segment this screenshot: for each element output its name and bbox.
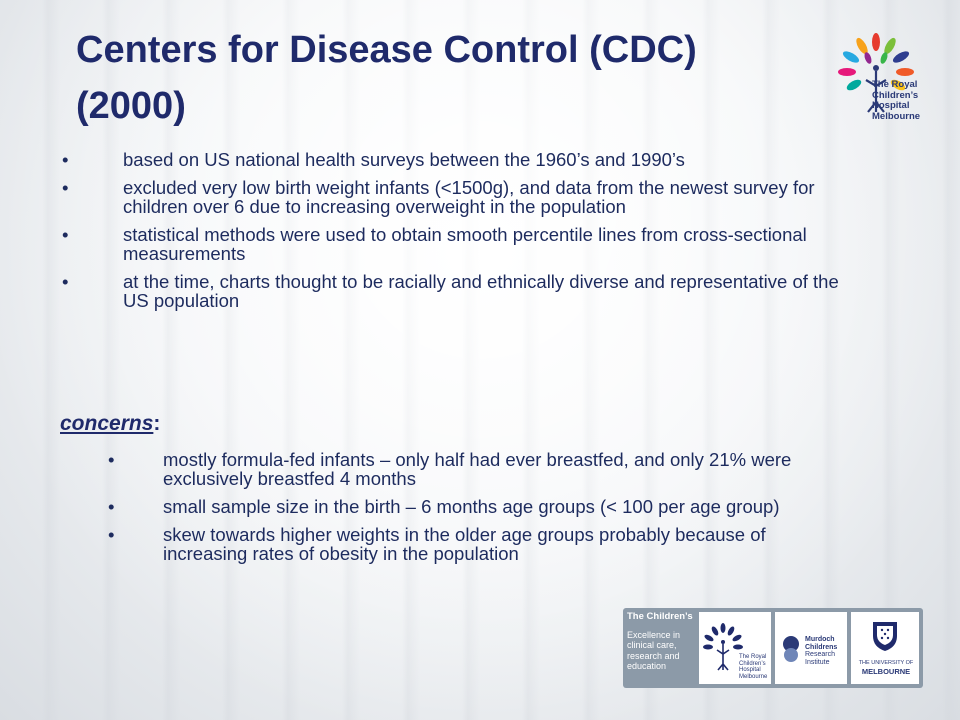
list-item: • excluded very low birth weight infants … xyxy=(62,177,815,217)
main-bullet-list: • based on US national health surveys bet… xyxy=(60,150,840,319)
bullet-icon: • xyxy=(62,224,69,245)
bullet-icon: • xyxy=(108,524,115,545)
bullet-icon: • xyxy=(62,177,69,198)
rch-footer-logo: The Royal Children’s Hospital Melbourne xyxy=(699,612,771,684)
list-item: • skew towards higher weights in the olde… xyxy=(108,524,766,564)
bullet-icon: • xyxy=(62,271,69,292)
rch-footer-text: The Royal Children’s Hospital Melbourne xyxy=(739,654,768,680)
slide-title: Centers for Disease Control (CDC) (2000) xyxy=(76,29,697,127)
list-item: • mostly formula-fed infants – only half … xyxy=(108,449,792,489)
list-item: • based on US national health surveys bet… xyxy=(62,149,685,170)
rch-logo-text: The Royal Children’s Hospital Melbourne xyxy=(872,79,921,122)
uom-crest-icon xyxy=(873,622,897,651)
bullet-icon: • xyxy=(108,496,115,517)
rch-logo-icon xyxy=(838,33,914,113)
rch-tree-icon xyxy=(703,623,743,671)
concerns-heading: concerns: xyxy=(60,412,161,435)
list-item: • statistical methods were used to obtain… xyxy=(62,224,807,264)
concerns-bullet-list: • mostly formula-fed infants – only half … xyxy=(106,450,836,572)
list-item: • at the time, charts thought to be racia… xyxy=(62,271,839,311)
mcri-footer-text: Murdoch Childrens Research Institute xyxy=(805,636,838,666)
footer-logo-banner: The Children’s Excellence in clinical ca… xyxy=(623,608,923,688)
mcri-circles-icon xyxy=(783,636,799,662)
childrens-campus-panel: The Children’s Excellence in clinical ca… xyxy=(627,611,693,671)
mcri-footer-logo: Murdoch Childrens Research Institute xyxy=(775,612,847,684)
uom-footer-logo: THE UNIVERSITY OF MELBOURNE xyxy=(851,612,919,684)
uom-footer-text: THE UNIVERSITY OF MELBOURNE xyxy=(858,660,914,676)
bullet-icon: • xyxy=(108,449,115,470)
bullet-icon: • xyxy=(62,149,69,170)
list-item: • small sample size in the birth – 6 mont… xyxy=(108,496,780,517)
